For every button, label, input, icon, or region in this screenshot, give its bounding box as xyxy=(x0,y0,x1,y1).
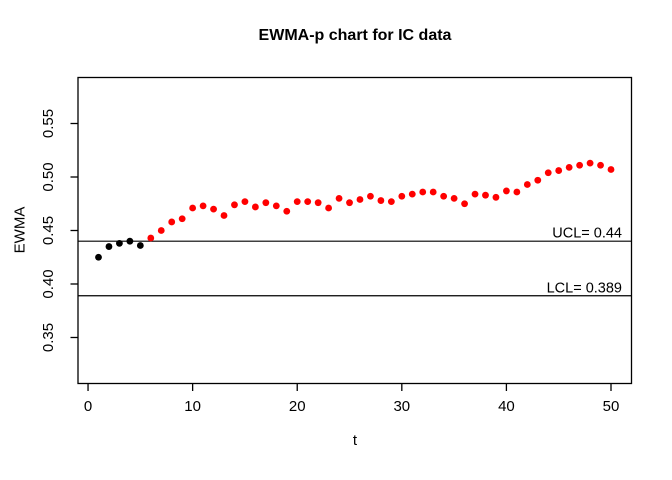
data-point-red xyxy=(450,195,458,202)
data-point-red xyxy=(304,198,312,206)
data-point-red xyxy=(272,202,280,210)
data-point-red xyxy=(335,195,343,202)
ucl-label: UCL= 0.44 xyxy=(552,226,622,242)
data-point-red xyxy=(513,188,521,196)
data-point-red xyxy=(251,203,259,211)
data-point-red xyxy=(597,161,604,169)
y-axis-tick-label: 0.50 xyxy=(40,162,57,191)
data-point-red xyxy=(586,159,594,167)
data-point-red xyxy=(576,161,584,169)
y-axis-tick-label: 0.55 xyxy=(40,109,57,138)
data-point-red xyxy=(346,199,353,207)
data-point-red xyxy=(147,234,155,242)
x-axis-tick-label: 40 xyxy=(498,398,515,415)
data-point-red xyxy=(325,204,333,212)
data-point-red xyxy=(534,176,542,184)
data-point-red xyxy=(356,196,364,203)
data-point-red xyxy=(241,198,249,206)
data-point-red xyxy=(471,190,479,198)
data-point-red xyxy=(314,199,322,207)
data-point-red xyxy=(189,204,197,212)
data-point-red xyxy=(168,218,176,226)
x-axis-tick-label: 0 xyxy=(84,398,92,415)
y-axis-tick-label: 0.45 xyxy=(40,216,57,245)
data-point-red xyxy=(293,198,301,206)
data-point-red xyxy=(419,188,427,196)
x-axis-tick-label: 10 xyxy=(184,398,201,415)
x-axis-tick-label: 30 xyxy=(393,398,410,415)
y-axis-label-text: EWMA xyxy=(11,206,29,254)
data-point-red xyxy=(387,198,395,206)
lcl-label: LCL= 0.389 xyxy=(547,280,622,296)
data-point-black xyxy=(105,243,113,250)
x-axis-label: t xyxy=(352,432,358,449)
y-axis-tick-label: 0.35 xyxy=(40,323,57,352)
data-point-red xyxy=(377,197,385,204)
data-point-red xyxy=(199,202,207,210)
data-point-red xyxy=(398,192,406,200)
data-point-red xyxy=(544,169,552,177)
data-point-red xyxy=(607,166,615,173)
data-point-black xyxy=(116,239,123,247)
data-point-black xyxy=(95,253,102,261)
data-point-black xyxy=(136,242,144,249)
data-point-red xyxy=(367,192,374,200)
data-point-red xyxy=(482,191,489,199)
data-point-black xyxy=(126,237,134,245)
data-point-red xyxy=(503,187,510,195)
data-point-red xyxy=(178,215,186,223)
x-axis-tick-label: 50 xyxy=(603,398,620,415)
data-point-red xyxy=(461,200,468,208)
data-point-red xyxy=(231,201,238,209)
data-point-red xyxy=(157,227,165,234)
data-point-red xyxy=(440,192,448,200)
data-point-red xyxy=(283,207,291,215)
data-point-red xyxy=(555,167,563,174)
x-axis-tick-label: 20 xyxy=(289,398,306,415)
data-point-red xyxy=(492,193,500,201)
data-point-red xyxy=(565,163,573,171)
chart-title: EWMA-p chart for IC data xyxy=(258,27,452,44)
y-axis-tick-label: 0.40 xyxy=(40,269,57,298)
data-point-red xyxy=(220,212,228,219)
data-point-red xyxy=(408,190,416,198)
data-point-red xyxy=(429,188,437,196)
data-point-red xyxy=(262,199,270,207)
data-point-red xyxy=(523,181,531,188)
data-point-red xyxy=(210,205,217,213)
